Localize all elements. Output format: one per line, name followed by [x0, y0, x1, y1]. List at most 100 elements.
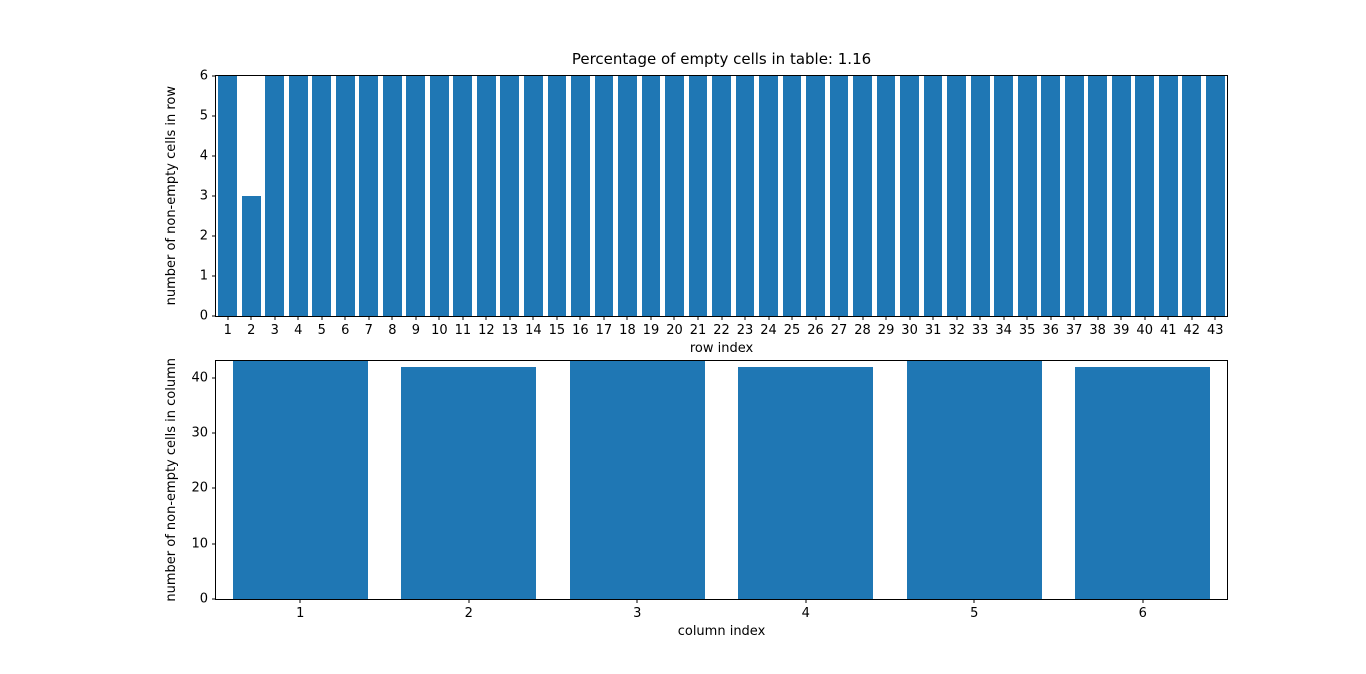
x-tick: [438, 316, 440, 320]
x-tick: [297, 316, 299, 320]
x-tick: [650, 316, 652, 320]
bar: [335, 76, 355, 316]
bar: [641, 76, 661, 316]
bar: [571, 76, 590, 316]
y-tick: [212, 75, 216, 77]
bar: [382, 76, 402, 316]
x-tick-label: 20: [666, 323, 683, 338]
bar: [288, 76, 308, 316]
x-tick: [768, 316, 770, 320]
x-tick: [973, 599, 975, 603]
bar: [500, 76, 520, 316]
x-tick: [862, 316, 864, 320]
x-tick-label: 17: [595, 323, 613, 338]
y-tick: [212, 432, 216, 434]
x-tick: [579, 316, 581, 320]
x-tick-label: 23: [736, 323, 754, 338]
bar: [1075, 366, 1211, 599]
x-tick-label: 12: [478, 323, 495, 338]
x-tick: [1214, 316, 1216, 320]
bar: [782, 76, 802, 316]
bar: [241, 196, 261, 316]
bar: [359, 76, 379, 316]
x-tick-label: 29: [877, 323, 895, 338]
x-tick: [636, 599, 638, 603]
x-tick: [1097, 316, 1099, 320]
y-tick-label: 40: [191, 370, 208, 386]
y-tick-label: 4: [199, 148, 208, 164]
x-tick: [485, 316, 487, 320]
x-tick-label: 11: [454, 323, 472, 338]
x-tick: [556, 316, 558, 320]
column-nonempty-chart: number of non-empty cells in column 1 2 3 4…: [164, 358, 1228, 639]
x-tick-label: 14: [525, 323, 542, 338]
bar: [232, 361, 368, 599]
chart-title: Percentage of empty cells in table: 1.16: [571, 50, 872, 68]
x-tick-label: 31: [924, 323, 942, 338]
x-tick: [1167, 316, 1169, 320]
x-tick: [1142, 599, 1144, 603]
y-axis-label: number of non-empty cells in column: [164, 358, 179, 602]
x-tick-label: 3: [633, 606, 642, 621]
x-tick: [1050, 316, 1052, 320]
bar: [970, 76, 990, 316]
y-tick: [212, 487, 216, 489]
bar: [594, 76, 614, 316]
bar: [406, 76, 426, 316]
bar: [906, 361, 1042, 599]
x-tick-label: 38: [1089, 323, 1106, 338]
x-tick-label: 1: [223, 323, 232, 338]
y-tick: [212, 115, 216, 117]
x-tick: [344, 316, 346, 320]
x-tick-label: 26: [807, 323, 824, 338]
y-tick-label: 10: [191, 536, 208, 552]
x-tick-label: 28: [854, 323, 871, 338]
bar: [853, 76, 872, 316]
x-tick: [626, 316, 628, 320]
bar: [735, 76, 755, 316]
x-tick: [885, 316, 887, 320]
x-tick: [956, 316, 958, 320]
bar: [994, 76, 1014, 316]
x-tick: [1144, 316, 1146, 320]
bar: [618, 76, 637, 316]
x-tick: [391, 316, 393, 320]
x-tick: [468, 599, 470, 603]
x-tick-label: 39: [1112, 323, 1130, 338]
bar: [1158, 76, 1178, 316]
x-tick-label: 27: [830, 323, 848, 338]
x-tick: [462, 316, 464, 320]
bar: [1182, 76, 1202, 316]
y-tick: [212, 377, 216, 379]
x-tick: [744, 316, 746, 320]
row-nonempty-chart: Percentage of empty cells in table: 1.16…: [164, 50, 1228, 356]
y-tick: [212, 543, 216, 545]
x-tick-label: 25: [783, 323, 801, 338]
x-tick-label: 10: [431, 323, 448, 338]
y-tick-label: 0: [199, 308, 208, 324]
x-tick-label: 35: [1018, 323, 1036, 338]
x-tick-label: 8: [388, 323, 397, 338]
x-tick-label: 22: [713, 323, 730, 338]
x-tick-label: 42: [1183, 323, 1200, 338]
x-tick: [815, 316, 817, 320]
x-tick-label: 9: [411, 323, 420, 338]
bar: [524, 76, 543, 316]
plot-area: 1 2 3 4 5 6 7 8 9 10 11 12 13 14 15 16 17 18 19 20 21 22 23 24 2…: [200, 70, 1228, 338]
bar: [759, 76, 778, 316]
x-tick-label: 6: [341, 323, 350, 338]
y-tick: [212, 598, 216, 600]
x-tick-label: 4: [801, 606, 810, 621]
x-tick: [791, 316, 793, 320]
x-tick: [932, 316, 934, 320]
y-tick: [212, 235, 216, 237]
y-axis-label: number of non-empty cells in row: [164, 86, 179, 306]
x-tick: [1073, 316, 1075, 320]
x-tick-label: 2: [247, 323, 256, 338]
x-tick-label: 24: [760, 323, 777, 338]
x-tick-label: 2: [464, 606, 473, 621]
x-tick: [227, 316, 229, 320]
y-tick-label: 1: [199, 268, 208, 284]
x-tick-label: 16: [572, 323, 589, 338]
